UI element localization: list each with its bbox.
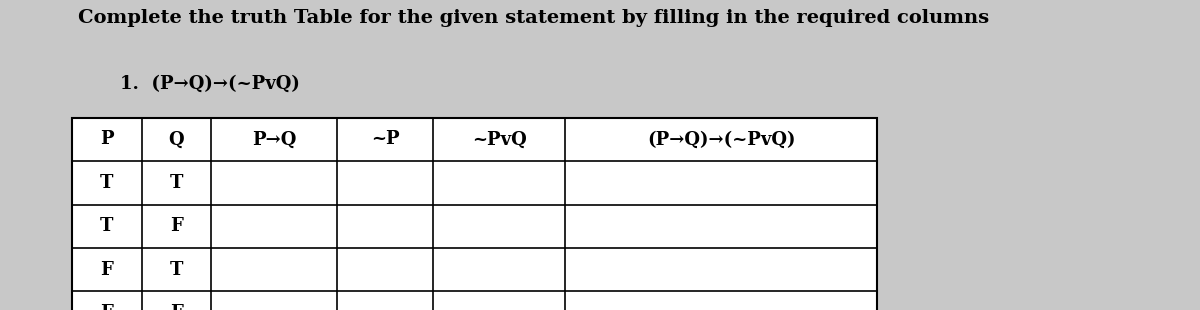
Text: F: F — [170, 304, 182, 310]
FancyBboxPatch shape — [72, 118, 877, 310]
Text: (P→Q)→(~PvQ): (P→Q)→(~PvQ) — [647, 131, 796, 148]
Text: F: F — [170, 217, 182, 235]
Text: 1.  (P→Q)→(~PvQ): 1. (P→Q)→(~PvQ) — [120, 74, 300, 92]
Text: F: F — [101, 304, 113, 310]
Text: ~P: ~P — [371, 131, 400, 148]
Text: T: T — [100, 217, 114, 235]
Text: P: P — [100, 131, 114, 148]
Text: Complete the truth Table for the given statement by filling in the required colu: Complete the truth Table for the given s… — [78, 9, 989, 27]
Text: F: F — [101, 261, 113, 279]
Text: P→Q: P→Q — [252, 131, 296, 148]
Text: T: T — [169, 261, 184, 279]
Text: T: T — [100, 174, 114, 192]
Text: Q: Q — [168, 131, 185, 148]
Text: ~PvQ: ~PvQ — [472, 131, 527, 148]
Text: T: T — [169, 174, 184, 192]
